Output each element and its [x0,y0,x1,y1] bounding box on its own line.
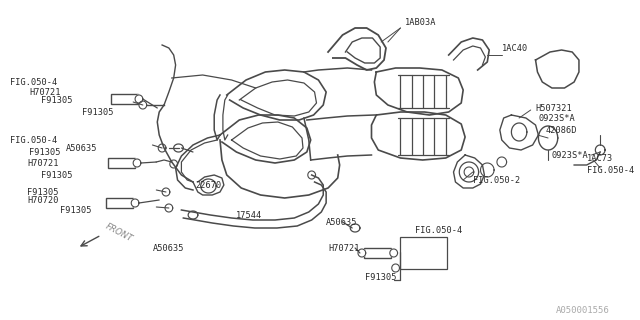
Polygon shape [481,163,494,177]
Text: A50635: A50635 [152,244,184,252]
Polygon shape [135,95,143,103]
Text: A50635: A50635 [66,143,97,153]
Text: F91305: F91305 [60,205,92,214]
Text: H70720: H70720 [27,196,58,204]
Text: 0923S*A: 0923S*A [552,150,589,159]
Text: FIG.050-2: FIG.050-2 [473,175,520,185]
Polygon shape [173,144,183,152]
Bar [108,158,135,168]
Polygon shape [133,159,141,167]
Polygon shape [595,145,605,155]
Bar [106,198,133,208]
Polygon shape [131,199,139,207]
Text: 0923S*A: 0923S*A [538,114,575,123]
Polygon shape [464,167,474,177]
Text: 42086D: 42086D [545,125,577,134]
Text: F91305: F91305 [365,274,396,283]
Text: F91305: F91305 [27,188,58,196]
Bar [364,248,391,258]
Text: 17544: 17544 [236,211,262,220]
Text: FIG.050-4: FIG.050-4 [10,77,57,86]
Text: FIG.050-4: FIG.050-4 [415,226,462,235]
Text: 1AB03A: 1AB03A [405,18,436,27]
Polygon shape [358,249,365,257]
Polygon shape [165,204,173,212]
Polygon shape [201,179,216,193]
Polygon shape [392,264,399,272]
Polygon shape [158,144,166,152]
Text: A050001556: A050001556 [556,306,610,315]
Text: 1AC73: 1AC73 [587,154,613,163]
Text: H507321: H507321 [536,103,572,113]
Polygon shape [139,101,147,109]
Text: H70721: H70721 [29,87,60,97]
Text: 22670: 22670 [195,180,221,189]
Text: F91305: F91305 [82,108,113,116]
Polygon shape [511,123,527,141]
Polygon shape [162,188,170,196]
Text: FIG.050-4: FIG.050-4 [10,135,57,145]
Bar [401,237,447,269]
Polygon shape [188,211,198,219]
Polygon shape [390,249,397,257]
Text: F91305: F91305 [40,95,72,105]
Text: H70721: H70721 [27,158,58,167]
Text: F91305: F91305 [42,171,73,180]
Text: 1AC40: 1AC40 [502,44,528,52]
Polygon shape [170,160,177,168]
Polygon shape [350,224,360,232]
Text: A50635: A50635 [326,218,358,227]
Bar [111,94,138,104]
Polygon shape [308,171,316,179]
Polygon shape [538,126,557,150]
Text: FIG.050-4: FIG.050-4 [587,165,634,174]
Polygon shape [460,162,479,182]
Text: F91305: F91305 [29,148,60,156]
Polygon shape [497,157,507,167]
Text: H70721: H70721 [328,244,360,252]
Text: FRONT: FRONT [104,222,134,244]
